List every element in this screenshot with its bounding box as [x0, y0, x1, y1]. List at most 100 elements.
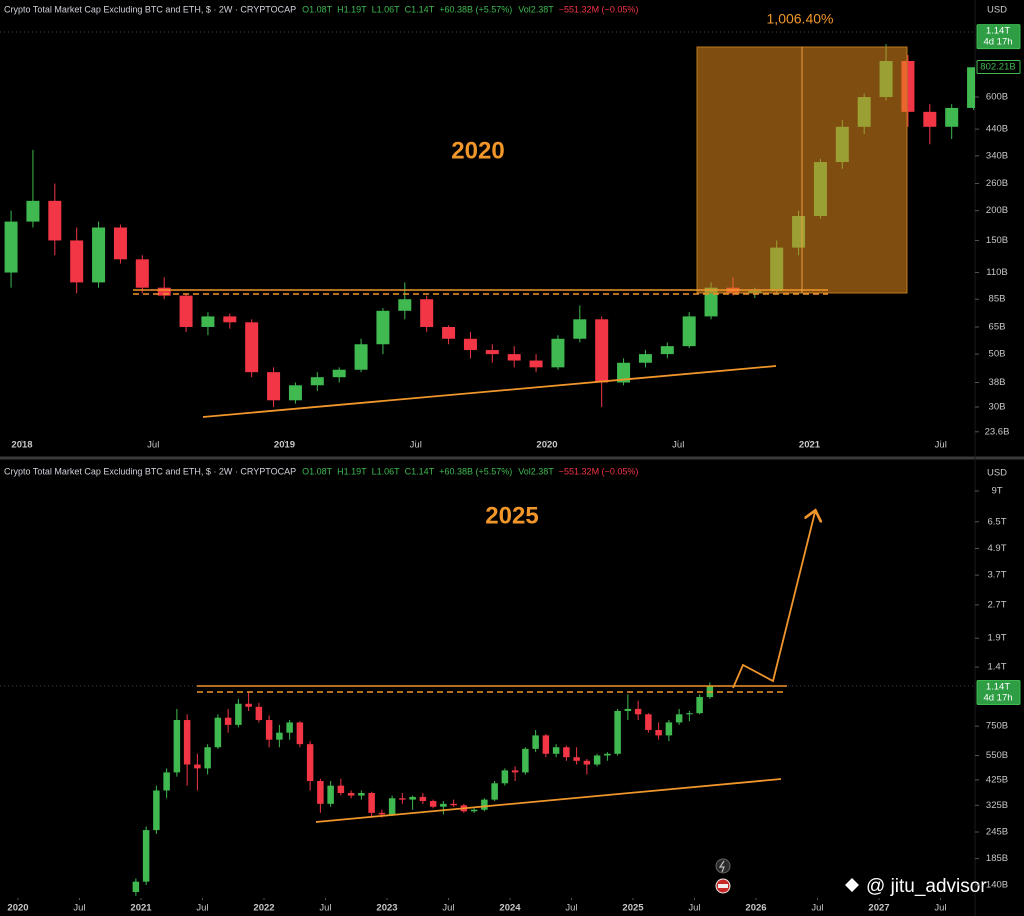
candle-body [201, 316, 215, 327]
y-tick-label: 185B [986, 853, 1008, 864]
candle-body [551, 338, 565, 368]
y-tick-label: 110B [986, 267, 1007, 278]
x-tick-label: 2021 [799, 440, 821, 451]
measure-box [696, 46, 908, 294]
candle-body [450, 803, 457, 806]
x-tick-label: 2019 [274, 440, 295, 451]
candle-body [214, 717, 222, 748]
y-tick-label: 340B [986, 150, 1008, 161]
header-text: −551.32M (−0.05%) [559, 466, 639, 476]
x-tick-label: 2020 [7, 903, 28, 914]
candle-body [113, 227, 127, 260]
candle-body [245, 703, 252, 707]
candle-body [306, 744, 314, 782]
candle-body [429, 801, 437, 807]
y-tick-label: 200B [986, 205, 1008, 216]
y-tick-label: 9T [991, 486, 1002, 497]
candle-body [378, 812, 386, 815]
candle-body [665, 722, 673, 736]
header-text: H1.19T [337, 466, 367, 476]
header-text: O1.08T [302, 466, 333, 476]
candle-body [204, 747, 211, 769]
y-tick-label: 38B [989, 377, 1006, 388]
candle-body [522, 748, 529, 773]
candle-body [563, 747, 570, 758]
y-tick-label: 1.4T [987, 662, 1006, 673]
y-tick-label: 140B [986, 879, 1008, 890]
candle-body [327, 785, 334, 804]
annotation: 1,006.40% [767, 11, 834, 27]
y-tick-label: 550B [986, 750, 1008, 761]
candle-body [638, 354, 652, 363]
candle-body [463, 338, 477, 351]
header-text: C1.14T [405, 466, 435, 476]
header-text: +60.38B (+5.57%) [439, 4, 512, 14]
candle-body [376, 310, 390, 345]
candle-body [4, 221, 18, 273]
y-tick-label: 750B [986, 721, 1008, 732]
x-tick-label: Jul [73, 903, 85, 914]
price-tag-countdown: 4d 17h [983, 37, 1012, 48]
candle-body [573, 757, 580, 761]
watermark-logo [845, 878, 859, 892]
candle-body [675, 714, 683, 723]
y-tick-label: 600B [986, 92, 1008, 103]
candle-body [440, 803, 447, 807]
candle-body [142, 830, 150, 882]
candle-body [317, 781, 324, 804]
y-tick-label: 65B [989, 321, 1006, 332]
x-tick-label: Jul [935, 440, 947, 451]
header-text: Crypto Total Market Cap Excluding BTC an… [4, 4, 296, 14]
x-tick-label: Jul [319, 903, 331, 914]
y-tick-label: 440B [986, 124, 1008, 135]
annotation: 2025 [485, 502, 538, 529]
candle-body [485, 350, 499, 355]
header-text: L1.06T [372, 466, 401, 476]
candle-body [388, 798, 396, 815]
candle-body [354, 344, 368, 370]
candle-body [945, 107, 959, 127]
x-tick-label: 2021 [130, 903, 152, 914]
candle-body [265, 720, 273, 740]
candle-body [604, 753, 611, 756]
candle-body [655, 730, 662, 736]
candle-body [704, 287, 718, 317]
x-tick-label: 2027 [868, 903, 889, 914]
watermark-text: @ jitu_advisor [866, 876, 987, 897]
y-tick-label: 2.7T [987, 599, 1006, 610]
y-tick-label: 50B [989, 349, 1006, 360]
candle-body [296, 722, 304, 745]
price-tag-label: 1.14T [986, 26, 1010, 37]
header-text: +60.38B (+5.57%) [439, 466, 512, 476]
x-tick-label: Jul [147, 440, 159, 451]
x-tick-label: 2026 [745, 903, 766, 914]
candle-body [481, 799, 488, 810]
candle-body [173, 720, 181, 773]
candle-body [245, 322, 259, 373]
candle-body [617, 362, 631, 383]
x-tick-label: 2024 [499, 903, 521, 914]
candle-body [368, 793, 375, 813]
flash-glyph [718, 860, 725, 873]
candle-body [511, 770, 519, 773]
header-text: L1.06T [372, 4, 401, 14]
y-tick-label: 260B [986, 178, 1008, 189]
candle-body [470, 809, 478, 812]
price-tag [976, 24, 1021, 50]
y-tick-label: 4.9T [987, 543, 1006, 554]
header-text: O1.08T [302, 4, 333, 14]
candle-body [532, 735, 539, 749]
price-tag [976, 680, 1021, 706]
header-text: Crypto Total Market Cap Excluding BTC an… [4, 466, 296, 476]
y-tick-label: 85B [989, 294, 1006, 305]
x-tick-label: 2025 [622, 903, 644, 914]
candle-body [276, 732, 283, 740]
x-tick-label: 2018 [11, 440, 32, 451]
y-tick-label: 3.7T [987, 570, 1006, 581]
y-tick-label: 6.5T [987, 516, 1006, 527]
candle-body [573, 319, 587, 339]
candle-body [529, 360, 543, 368]
candle-body [223, 316, 237, 323]
candle-body [420, 299, 434, 327]
header-text: H1.19T [337, 4, 367, 14]
